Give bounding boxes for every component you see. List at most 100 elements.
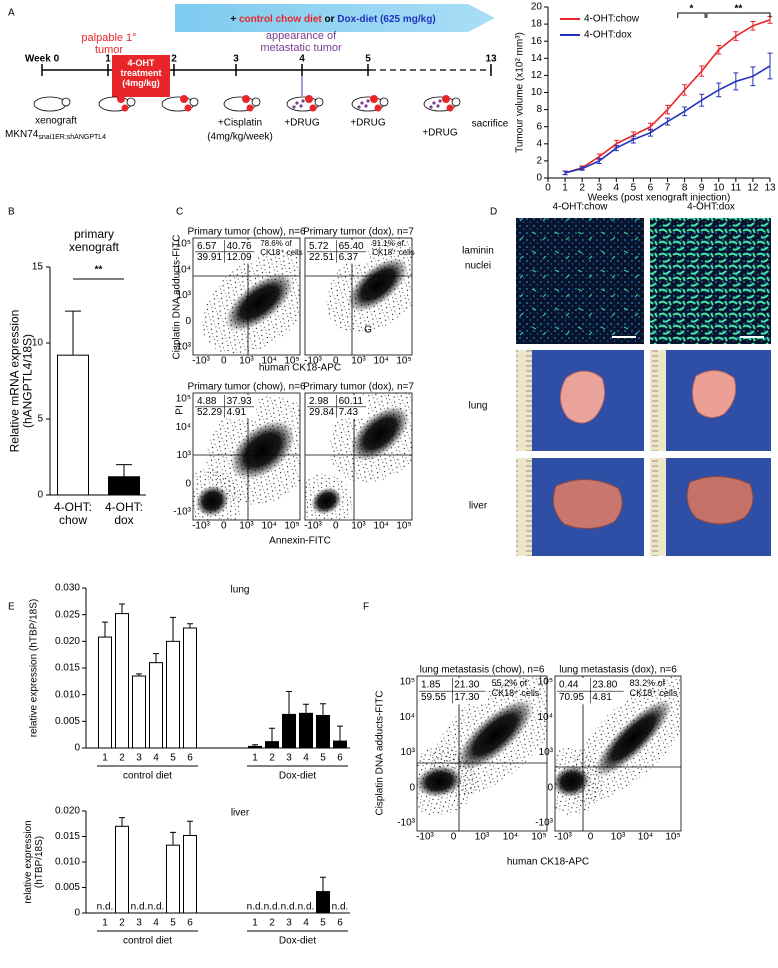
x-tick-label: -10³ bbox=[192, 356, 210, 367]
error-bar bbox=[320, 876, 326, 892]
y-tick-label: 0 bbox=[409, 782, 415, 793]
y-tick-label: 10 bbox=[531, 87, 543, 98]
x-tick-label: 1 bbox=[102, 753, 108, 764]
error-bar bbox=[119, 603, 125, 614]
gate-note: 55.2% of CK18⁺ cells bbox=[491, 678, 540, 699]
quadrant-value: 0.44 bbox=[559, 680, 579, 691]
error-bar bbox=[303, 703, 309, 714]
bar bbox=[57, 354, 89, 496]
row-label: liver bbox=[469, 501, 488, 512]
plot-frame bbox=[304, 392, 413, 521]
x-tick-label: 7 bbox=[665, 183, 671, 194]
x-tick-label: 10³ bbox=[351, 521, 366, 532]
bar bbox=[115, 825, 129, 914]
y-tick-label: 5 bbox=[37, 414, 43, 425]
mouse-head bbox=[251, 97, 261, 107]
x-tick-label: -10³ bbox=[304, 521, 322, 532]
y-tick-label: 10⁵ bbox=[176, 394, 191, 405]
value-label: n.d. bbox=[281, 902, 298, 913]
y-tick-label: 10⁴ bbox=[400, 712, 415, 723]
x-tick-label: 10 bbox=[713, 183, 725, 194]
y-tick-label: 10⁴ bbox=[176, 264, 191, 275]
y-tick-label: 10³ bbox=[539, 747, 554, 758]
panel-label: E bbox=[8, 602, 15, 613]
y-tick-label: 10⁵ bbox=[538, 677, 553, 688]
y-axis-label: relative expression (hTBP/18S) bbox=[28, 598, 40, 738]
x-tick-label: 6 bbox=[648, 183, 654, 194]
quadrant-value: 39.91 bbox=[197, 252, 222, 263]
x-tick-label: 12 bbox=[747, 183, 759, 194]
y-tick-label: 0 bbox=[37, 490, 43, 501]
row-label: lung bbox=[469, 401, 488, 412]
x-tick-label: 6 bbox=[337, 918, 343, 929]
tumor bbox=[309, 104, 317, 112]
y-tick-label: 0 bbox=[547, 782, 553, 793]
chart-title: primary xenograft bbox=[68, 227, 120, 255]
bar bbox=[316, 891, 330, 914]
x-tick-label: 5 bbox=[320, 918, 326, 929]
x-tick-label: 5 bbox=[170, 918, 176, 929]
error-bar bbox=[170, 616, 176, 642]
stain-label: nuclei bbox=[465, 261, 491, 272]
x-tick-label: 10⁴ bbox=[503, 832, 518, 843]
y-tick-label: -10³ bbox=[535, 818, 553, 829]
x-tick-label: 4 bbox=[303, 753, 309, 764]
drug-label: +DRUG bbox=[350, 118, 386, 129]
panel-label: C bbox=[176, 207, 183, 218]
quadrant-value: 40.76 bbox=[227, 241, 252, 252]
tumor bbox=[180, 95, 188, 103]
error-bar bbox=[65, 310, 81, 356]
y-tick-label: 10 bbox=[32, 338, 44, 349]
x-tick-label: 5 bbox=[320, 753, 326, 764]
quadrant-value: 4.91 bbox=[227, 407, 247, 418]
x-tick-label: 1 bbox=[562, 183, 568, 194]
x-axis-label: human CK18-APC bbox=[259, 363, 341, 374]
x-tick-label: 10⁵ bbox=[531, 832, 546, 843]
error-bar bbox=[665, 104, 671, 115]
treatment-box bbox=[112, 55, 170, 97]
value-label: n.d. bbox=[148, 902, 165, 913]
error-bar bbox=[699, 65, 705, 77]
week-label: 4 bbox=[299, 54, 305, 65]
x-tick-label: -10³ bbox=[554, 832, 572, 843]
density-core bbox=[225, 273, 294, 332]
mouse-head bbox=[189, 97, 199, 107]
stray-mark: G bbox=[364, 325, 372, 336]
error-bar bbox=[596, 157, 602, 164]
x-tick-label: 10³ bbox=[239, 356, 254, 367]
bar bbox=[299, 712, 313, 749]
x-tick-label: 3 bbox=[286, 918, 292, 929]
metastasis bbox=[357, 105, 361, 109]
value-label: n.d. bbox=[247, 902, 264, 913]
plot-title: Primary tumor (chow), n=6 bbox=[187, 382, 306, 393]
error-bar bbox=[630, 135, 636, 144]
density-core bbox=[594, 699, 673, 777]
y-tick-label: 6 bbox=[536, 121, 542, 132]
quadrant-value: 2.98 bbox=[309, 396, 329, 407]
mouse-head bbox=[61, 97, 71, 107]
y-tick-label: 0.020 bbox=[55, 636, 80, 647]
x-tick-label: 6 bbox=[187, 918, 193, 929]
y-tick-label: 10⁵ bbox=[176, 239, 191, 250]
cell-line: MKN74snai1ER:shANGPTL4 bbox=[5, 129, 106, 141]
metastasis bbox=[436, 104, 440, 108]
x-tick-label: 1 bbox=[252, 918, 258, 929]
gate-note: 91.1% of CK18⁺ cells bbox=[372, 239, 415, 257]
x-tick-label: 13 bbox=[764, 183, 776, 194]
y-tick-label: 20 bbox=[531, 2, 543, 13]
quadrant-value: 7.43 bbox=[339, 407, 359, 418]
image-panels bbox=[516, 218, 771, 556]
x-tick-label: 10⁴ bbox=[638, 832, 653, 843]
banner-part: or bbox=[322, 14, 338, 25]
y-tick-label: 0.030 bbox=[55, 583, 80, 594]
y-axis-label: Cisplatin DNA adducts-FITC bbox=[375, 690, 386, 815]
x-tick-label: 10⁵ bbox=[665, 832, 680, 843]
y-tick-label: -10³ bbox=[173, 342, 191, 353]
cell-density bbox=[202, 250, 300, 354]
quadrant-value: 21.30 bbox=[454, 680, 479, 691]
y-tick-label: 12 bbox=[531, 70, 543, 81]
chart-title: liver bbox=[231, 808, 250, 819]
x-tick-label: 0 bbox=[333, 356, 339, 367]
week-label: 13 bbox=[485, 54, 497, 65]
plot-title: Primary tumor (dox), n=7 bbox=[303, 227, 414, 238]
